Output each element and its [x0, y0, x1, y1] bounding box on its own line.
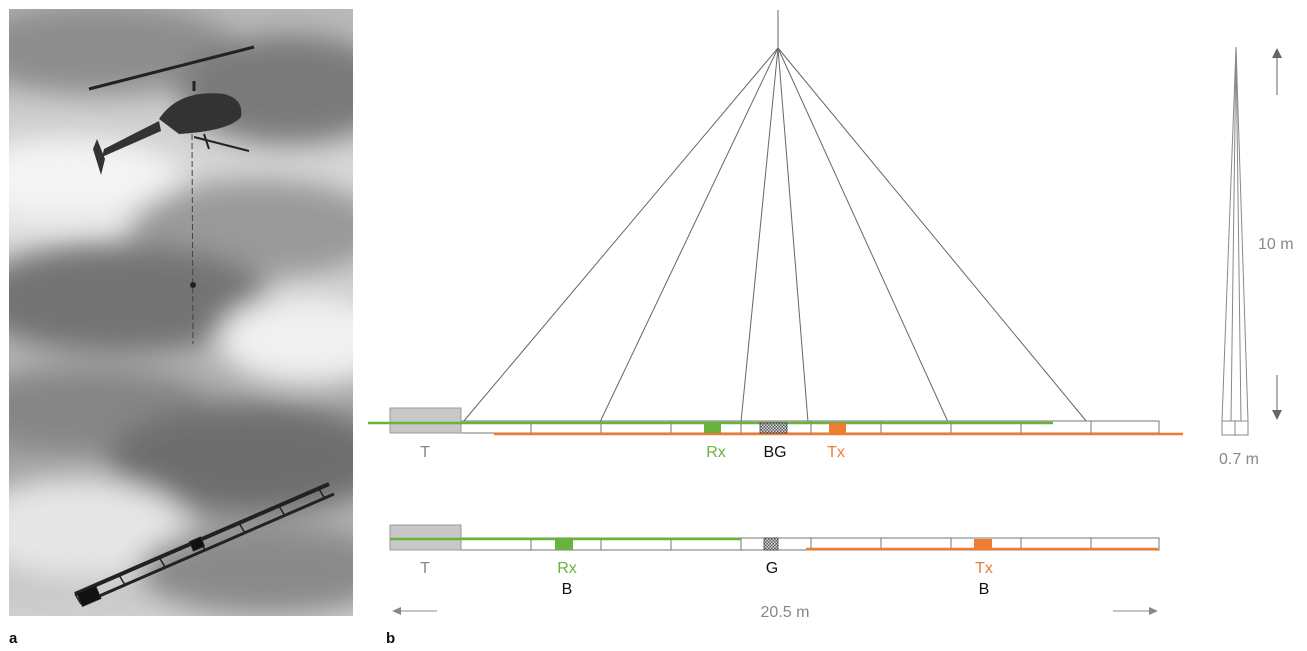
- upper-tail-label: T: [420, 444, 430, 461]
- gps-marker: [763, 537, 779, 551]
- arrow-left-icon: [392, 607, 437, 615]
- side-view: [1221, 46, 1249, 436]
- suspension-cables: [462, 10, 1088, 423]
- tail-section: [389, 524, 462, 551]
- upper-frame: [368, 407, 1183, 436]
- bird-gps-marker: [759, 422, 788, 434]
- upper-tx-label: Tx: [827, 444, 845, 461]
- tow-cable: [191, 133, 194, 345]
- cable: [740, 47, 779, 423]
- lower-g-label: G: [766, 560, 778, 577]
- cable-weight: [190, 282, 196, 288]
- lower-tail-label: T: [420, 560, 430, 577]
- lower-tx-sub-label: B: [979, 581, 990, 598]
- upper-rx-label: Rx: [706, 444, 726, 461]
- lower-frame: [389, 524, 1160, 551]
- lower-tx-label: Tx: [975, 560, 993, 577]
- lower-rx-label: Rx: [557, 560, 577, 577]
- cable: [599, 47, 779, 423]
- lower-rx-sub-label: B: [562, 581, 573, 598]
- tx-coil-marker: [829, 423, 846, 433]
- height-dimension-label: 10 m: [1258, 236, 1294, 253]
- arrow-right-icon: [1113, 607, 1158, 615]
- rx-coil-marker: [555, 540, 573, 550]
- tx-coil-marker: [974, 539, 992, 549]
- panel-label-a: a: [9, 630, 18, 647]
- cable: [777, 47, 809, 423]
- upper-bg-label: BG: [763, 444, 786, 461]
- clouds: [9, 9, 353, 614]
- tail-section: [389, 407, 462, 434]
- helicopter-photo: [9, 9, 353, 616]
- cable: [777, 47, 1088, 423]
- towed-frame: [74, 482, 335, 608]
- rx-coil-marker: [704, 423, 721, 433]
- arrow-down-icon: [1272, 375, 1282, 420]
- helicopter: [88, 45, 255, 175]
- length-dimension-label: 20.5 m: [761, 604, 810, 621]
- width-dimension-label: 0.7 m: [1219, 451, 1259, 468]
- cable: [462, 47, 779, 423]
- arrow-up-icon: [1272, 48, 1282, 95]
- panel-label-b: b: [386, 630, 396, 647]
- cable: [777, 47, 949, 423]
